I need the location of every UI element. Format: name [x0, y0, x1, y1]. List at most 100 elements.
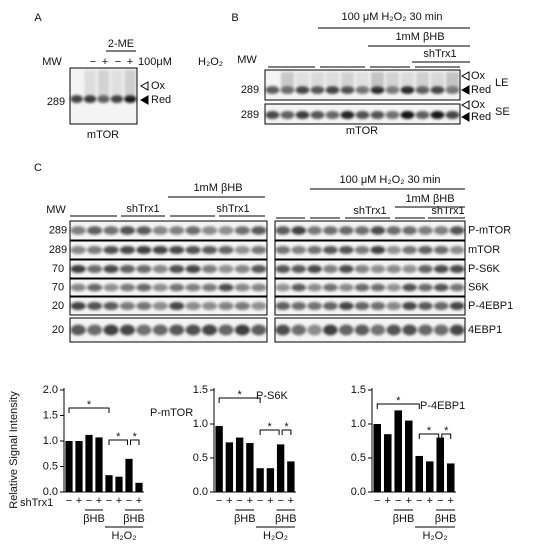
band [307, 283, 322, 292]
band [119, 283, 136, 292]
bar [135, 482, 143, 492]
group-label: βHB [83, 513, 105, 525]
band [386, 302, 402, 310]
blot [274, 259, 466, 279]
band [136, 246, 152, 254]
x-tick-label: + [406, 495, 412, 507]
band [119, 302, 136, 310]
label: 289 [49, 244, 67, 256]
band [119, 226, 136, 235]
band [295, 111, 310, 119]
y-tick-label: 0.0 [43, 486, 58, 498]
bar [287, 461, 295, 492]
label: 100 μM H₂O₂ 30 min [341, 11, 442, 23]
bands [70, 246, 267, 254]
smear [281, 72, 294, 88]
band [338, 226, 354, 235]
label: shTrx1 [216, 203, 249, 215]
x-tick-label: + [247, 495, 253, 507]
band [449, 283, 465, 292]
band [323, 283, 338, 292]
blot [69, 259, 268, 279]
significance-bracket [130, 439, 140, 445]
smear [431, 72, 444, 88]
bar [425, 461, 434, 492]
band [402, 246, 417, 254]
band [418, 246, 433, 254]
band [400, 111, 415, 119]
band [325, 111, 340, 119]
bands [265, 111, 460, 119]
x-tick-label: − [106, 495, 112, 507]
band [136, 302, 152, 310]
smear [356, 72, 369, 88]
band [418, 324, 433, 336]
band [152, 324, 168, 336]
x-tick-label: − [216, 495, 222, 507]
bar [266, 468, 275, 492]
band [386, 283, 402, 292]
band [354, 265, 370, 273]
x-tick-label: + [288, 495, 294, 507]
band [234, 226, 250, 235]
smear [386, 72, 399, 88]
x-tick-label: − [416, 495, 422, 507]
band [169, 324, 185, 336]
band [265, 111, 280, 119]
treatment-label: H₂O₂ [263, 530, 288, 542]
band [291, 265, 307, 273]
x-tick-label: + [226, 495, 232, 507]
band [201, 324, 218, 336]
ox-marker [460, 100, 470, 110]
bar [105, 475, 113, 492]
band [307, 324, 322, 336]
bands [275, 324, 465, 336]
band [119, 265, 136, 273]
band [338, 324, 354, 336]
x-tick-label: − [277, 495, 283, 507]
bands [70, 302, 267, 310]
chart-title: P-4EBP1 [420, 400, 465, 412]
chart-title: P-S6K [256, 390, 288, 402]
label: Red [471, 84, 491, 96]
band [152, 283, 168, 292]
bar [256, 468, 264, 492]
band [87, 302, 103, 310]
band [449, 246, 465, 254]
band [386, 265, 402, 273]
bar [225, 442, 234, 492]
y-axis-label: Relative Signal Intensity [8, 391, 20, 509]
bar [276, 444, 285, 492]
label: mTOR [346, 125, 378, 137]
bar [85, 434, 93, 492]
band [323, 302, 338, 310]
label: Ox [151, 80, 166, 92]
band [370, 283, 386, 292]
label: A [34, 12, 42, 24]
blot [69, 317, 268, 343]
blot [274, 240, 466, 260]
blot [69, 220, 268, 241]
row-label: shTrx1 [20, 497, 53, 509]
band [251, 324, 267, 336]
band [280, 111, 295, 119]
bands [265, 72, 460, 94]
band [185, 283, 201, 292]
bands [70, 70, 137, 103]
label: 20 [52, 324, 64, 336]
significance-bracket [441, 433, 452, 439]
y-tick-label: 0.0 [193, 486, 208, 498]
y-tick-label: 1.5 [193, 384, 208, 396]
band [152, 226, 168, 235]
label: 1mM βHB [395, 31, 444, 43]
band [386, 246, 402, 254]
significance-bracket [68, 407, 110, 413]
band [103, 226, 119, 235]
band [251, 302, 267, 310]
smear [326, 72, 339, 88]
band [433, 265, 449, 273]
ox-marker [139, 81, 149, 91]
label: 1mM βHB [405, 193, 454, 205]
band [218, 283, 234, 292]
